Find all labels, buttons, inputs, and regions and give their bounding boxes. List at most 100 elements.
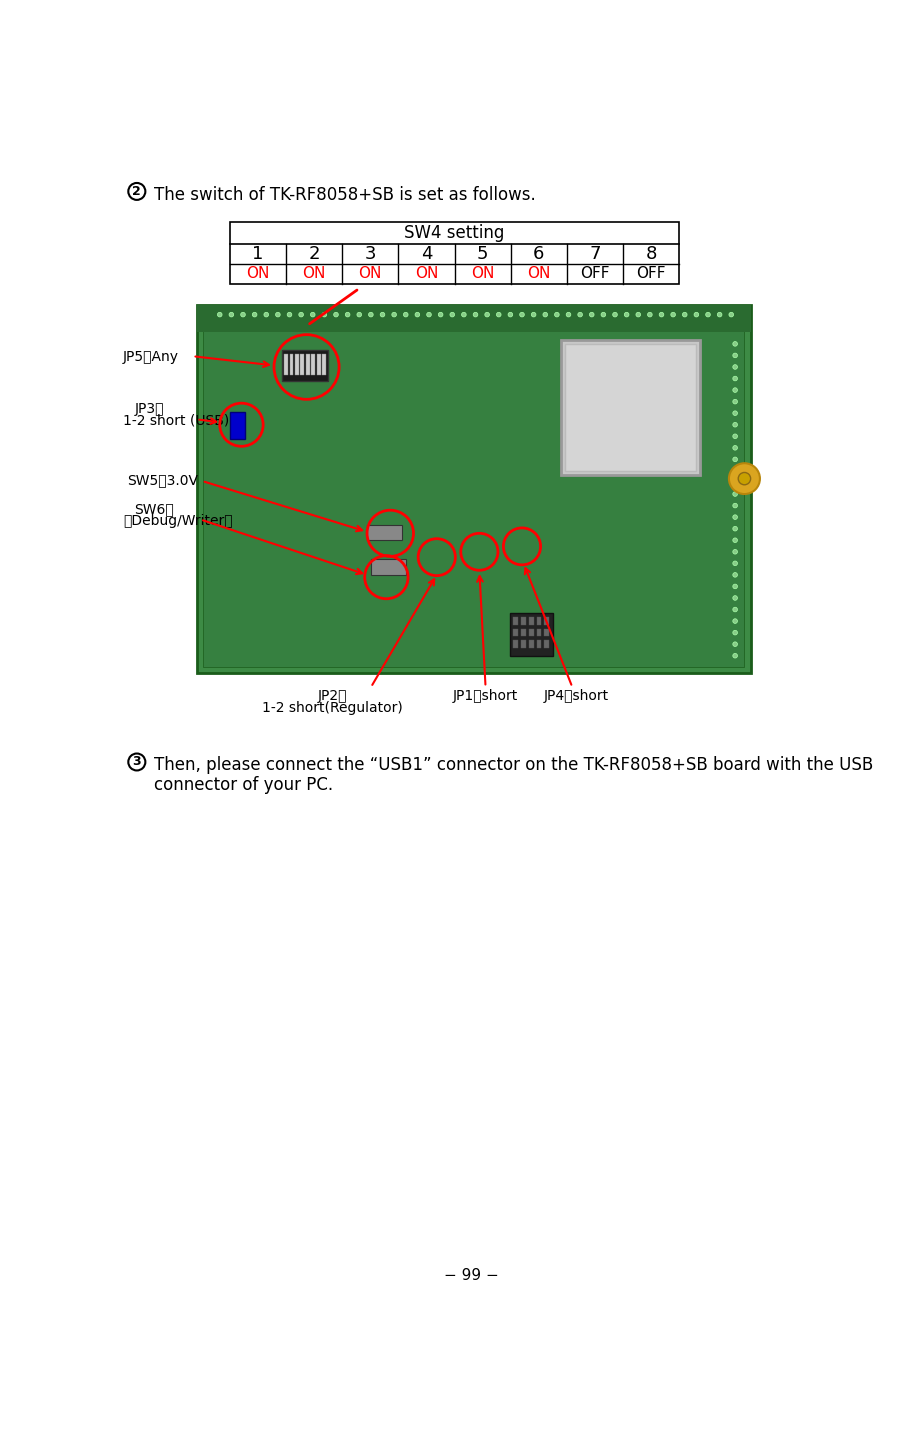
Circle shape xyxy=(531,313,536,317)
Circle shape xyxy=(733,631,738,635)
Bar xyxy=(230,222,680,284)
Circle shape xyxy=(717,313,722,317)
Bar xyxy=(544,618,549,625)
Bar xyxy=(565,345,696,471)
Circle shape xyxy=(733,433,738,439)
Circle shape xyxy=(601,313,606,317)
Circle shape xyxy=(217,313,222,317)
Circle shape xyxy=(542,313,548,317)
Circle shape xyxy=(635,313,641,317)
Text: JP5：Any: JP5：Any xyxy=(122,350,179,364)
Circle shape xyxy=(705,313,710,317)
Circle shape xyxy=(322,313,327,317)
Text: 5: 5 xyxy=(477,244,488,263)
Circle shape xyxy=(733,550,738,554)
Circle shape xyxy=(733,423,738,427)
Text: JP4：short: JP4：short xyxy=(543,689,609,702)
Circle shape xyxy=(682,313,687,317)
Bar xyxy=(371,560,406,574)
Bar xyxy=(289,353,294,375)
Text: SW5：3.0V: SW5：3.0V xyxy=(127,473,198,487)
Bar xyxy=(521,640,526,648)
Bar xyxy=(514,618,519,625)
Circle shape xyxy=(733,573,738,577)
Bar xyxy=(561,340,700,475)
Bar xyxy=(544,640,549,648)
Text: 1: 1 xyxy=(252,244,263,263)
Circle shape xyxy=(310,313,315,317)
Bar xyxy=(282,350,328,381)
Circle shape xyxy=(733,388,738,393)
Text: JP1：short: JP1：short xyxy=(453,689,519,702)
Circle shape xyxy=(368,313,373,317)
Circle shape xyxy=(729,313,733,317)
Circle shape xyxy=(473,313,478,317)
Circle shape xyxy=(733,538,738,542)
Text: OFF: OFF xyxy=(636,266,666,281)
Text: − 99 −: − 99 − xyxy=(444,1268,499,1282)
Circle shape xyxy=(577,313,582,317)
Bar xyxy=(284,353,288,375)
Circle shape xyxy=(554,313,559,317)
Bar xyxy=(529,628,533,637)
Circle shape xyxy=(647,313,652,317)
Circle shape xyxy=(733,365,738,369)
Circle shape xyxy=(733,468,738,473)
Circle shape xyxy=(496,313,501,317)
Bar xyxy=(510,614,553,656)
Circle shape xyxy=(733,457,738,462)
Text: JP2：: JP2： xyxy=(318,689,347,702)
Circle shape xyxy=(333,313,338,317)
Circle shape xyxy=(659,313,664,317)
Bar xyxy=(514,640,519,648)
Circle shape xyxy=(733,561,738,566)
Bar xyxy=(295,353,298,375)
Bar xyxy=(514,628,519,637)
Circle shape xyxy=(128,753,146,771)
Circle shape xyxy=(264,313,269,317)
Text: The switch of TK-RF8058+SB is set as follows.: The switch of TK-RF8058+SB is set as fol… xyxy=(154,186,536,204)
Circle shape xyxy=(733,377,738,381)
Circle shape xyxy=(694,313,699,317)
Bar xyxy=(306,353,309,375)
Circle shape xyxy=(357,313,362,317)
Bar xyxy=(537,618,542,625)
Circle shape xyxy=(380,313,385,317)
Text: ON: ON xyxy=(471,266,495,281)
Circle shape xyxy=(733,619,738,624)
Text: 「Debug/Writer」: 「Debug/Writer」 xyxy=(122,515,232,528)
Circle shape xyxy=(733,608,738,612)
Bar xyxy=(196,305,751,673)
Text: 6: 6 xyxy=(533,244,544,263)
Text: Then, please connect the “USB1” connector on the TK-RF8058+SB board with the USB: Then, please connect the “USB1” connecto… xyxy=(154,756,873,774)
Circle shape xyxy=(438,313,443,317)
Circle shape xyxy=(229,313,234,317)
Bar xyxy=(203,311,744,667)
Circle shape xyxy=(733,411,738,416)
Circle shape xyxy=(240,313,245,317)
Text: 3: 3 xyxy=(133,756,141,769)
Text: 2: 2 xyxy=(309,244,320,263)
Circle shape xyxy=(624,313,629,317)
Circle shape xyxy=(298,313,303,317)
Text: 1-2 short(Regulator): 1-2 short(Regulator) xyxy=(262,701,402,715)
Circle shape xyxy=(391,313,396,317)
Circle shape xyxy=(461,313,466,317)
Bar xyxy=(317,353,321,375)
Bar xyxy=(230,411,245,439)
Circle shape xyxy=(566,313,571,317)
Bar xyxy=(311,353,315,375)
Text: ON: ON xyxy=(414,266,438,281)
Text: 3: 3 xyxy=(365,244,376,263)
Circle shape xyxy=(733,491,738,496)
Text: connector of your PC.: connector of your PC. xyxy=(154,776,333,794)
Text: 8: 8 xyxy=(646,244,657,263)
Circle shape xyxy=(403,313,408,317)
Circle shape xyxy=(519,313,524,317)
Text: ON: ON xyxy=(302,266,326,281)
Circle shape xyxy=(733,342,738,346)
Text: SW4 setting: SW4 setting xyxy=(404,224,505,241)
Text: 7: 7 xyxy=(589,244,600,263)
Bar xyxy=(537,628,542,637)
Circle shape xyxy=(345,313,350,317)
